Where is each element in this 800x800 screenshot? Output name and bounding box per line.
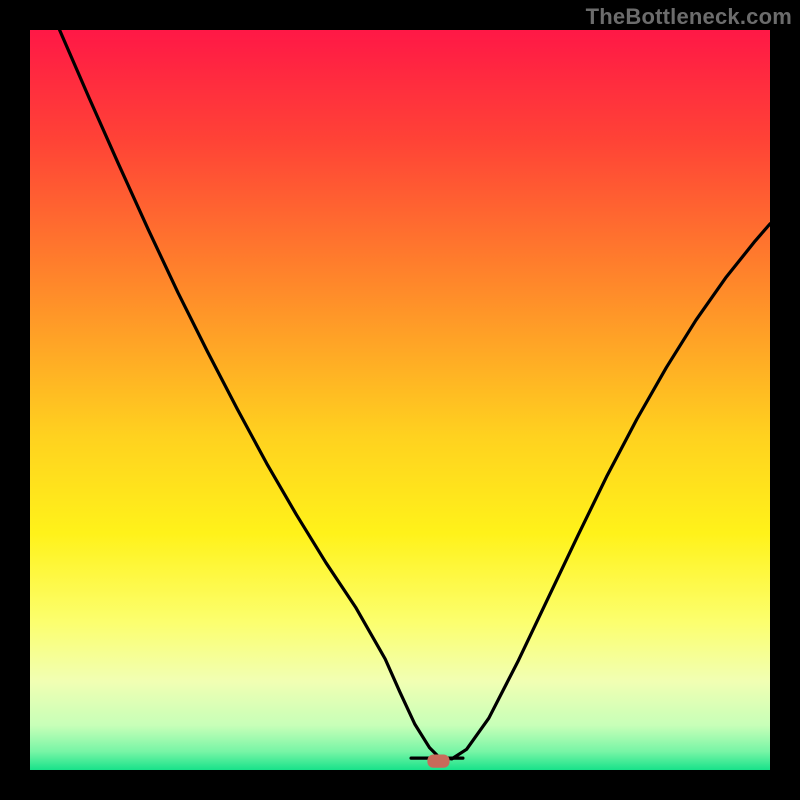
watermark-label: TheBottleneck.com — [586, 4, 792, 30]
chart-canvas: TheBottleneck.com — [0, 0, 800, 800]
chart-svg — [0, 0, 800, 800]
